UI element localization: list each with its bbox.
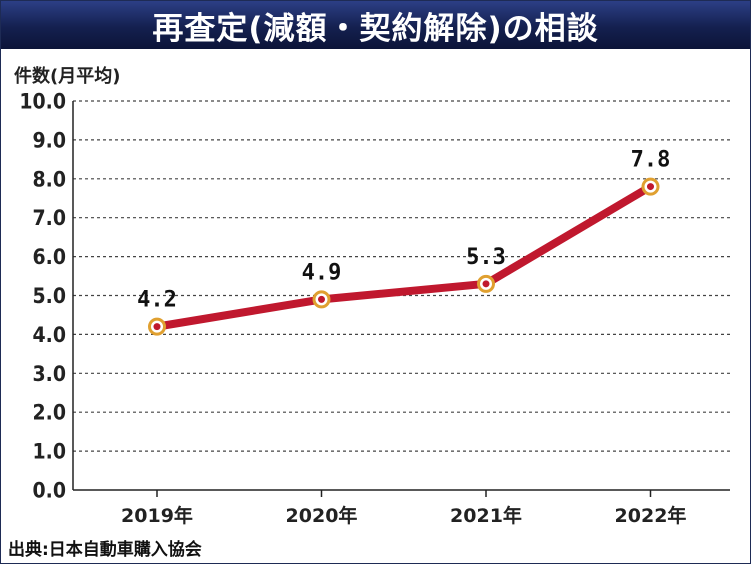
data-label-group: 4.2 4.9 5.3 7.8 [137, 148, 670, 313]
y-tick-label: 1.0 [33, 440, 66, 464]
y-tick-label: 3.0 [33, 362, 66, 386]
data-label: 7.8 [631, 148, 671, 173]
data-label: 4.2 [137, 288, 177, 313]
series-line-group [148, 177, 660, 336]
x-tick-label: 2021年 [450, 504, 522, 527]
source-note: 出典:日本自動車購入協会 [8, 540, 202, 560]
y-tick-label: 7.0 [33, 206, 66, 230]
chart-title: 再査定(減額・契約解除)の相談 [152, 10, 599, 47]
data-label: 5.3 [466, 245, 506, 270]
y-tick-label: 5.0 [33, 284, 66, 308]
y-axis-label: 件数(月平均) [14, 66, 121, 87]
y-tick-label: 6.0 [33, 245, 66, 269]
x-tick-label: 2022年 [615, 504, 687, 527]
data-label: 4.9 [302, 260, 342, 285]
title-banner: 再査定(減額・契約解除)の相談 [1, 1, 750, 49]
data-point-center [482, 280, 490, 288]
data-point-center [647, 183, 654, 191]
data-point [148, 317, 166, 336]
data-point [641, 177, 660, 196]
x-tick-labels: 2019年 2020年 2021年 2022年 [121, 490, 686, 527]
y-tick-label: 10.0 [19, 90, 66, 114]
gridlines [72, 100, 730, 491]
y-tick-labels: 0.0 1.0 2.0 3.0 4.0 5.0 6.0 7.0 8.0 9.0 10.0 [19, 90, 66, 503]
data-point [312, 290, 331, 309]
y-tick-label: 9.0 [33, 128, 66, 152]
x-tick-label: 2020年 [286, 504, 358, 527]
y-tick-label: 8.0 [33, 167, 66, 191]
y-tick-label: 2.0 [33, 401, 66, 425]
y-tick-label: 0.0 [33, 479, 66, 503]
data-point [477, 274, 495, 293]
data-point-center [153, 323, 161, 331]
x-tick-label: 2019年 [121, 504, 193, 527]
series-line [153, 182, 655, 331]
data-point-center [318, 295, 325, 303]
y-tick-label: 4.0 [33, 323, 66, 347]
